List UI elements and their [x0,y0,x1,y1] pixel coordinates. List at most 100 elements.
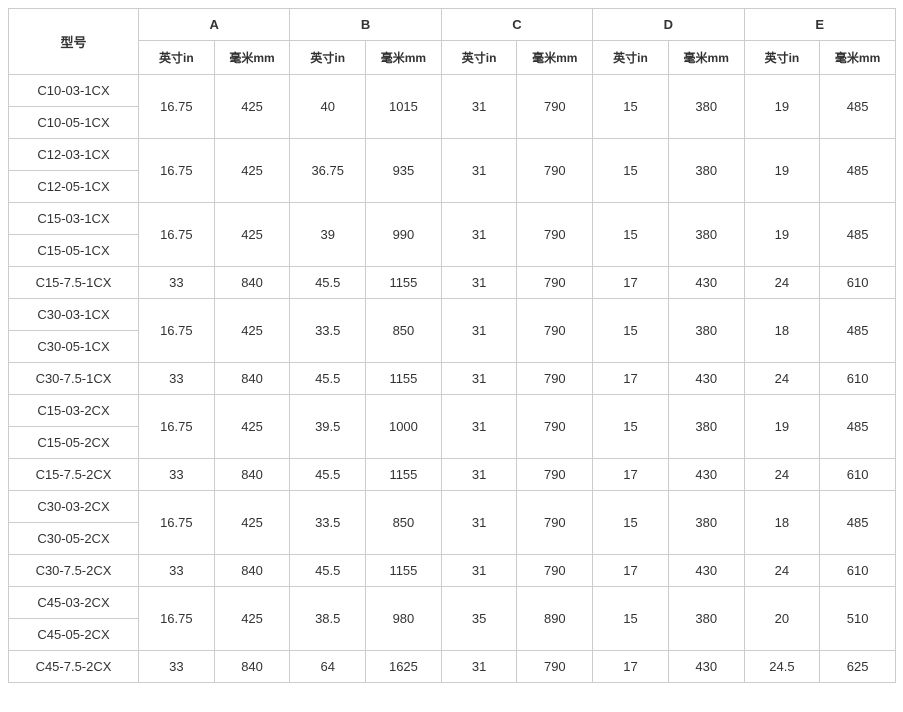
value-cell: 610 [820,267,896,299]
table-row: C15-03-1CX16.7542539990317901538019485 [9,203,896,235]
value-cell: 33 [139,363,215,395]
table-row: C15-03-2CX16.7542539.5100031790153801948… [9,395,896,427]
value-cell: 19 [744,395,820,459]
value-cell: 425 [214,299,290,363]
model-cell: C30-05-2CX [9,523,139,555]
value-cell: 17 [593,459,669,491]
value-cell: 31 [441,75,517,139]
header-group-b: B [290,9,441,41]
value-cell: 45.5 [290,555,366,587]
value-cell: 610 [820,459,896,491]
value-cell: 24.5 [744,651,820,683]
value-cell: 1155 [366,459,442,491]
table-row: C30-7.5-2CX3384045.51155317901743024610 [9,555,896,587]
value-cell: 16.75 [139,139,215,203]
table-row: C30-03-2CX16.7542533.5850317901538018485 [9,491,896,523]
model-cell: C30-03-1CX [9,299,139,331]
value-cell: 485 [820,75,896,139]
value-cell: 17 [593,651,669,683]
value-cell: 15 [593,299,669,363]
value-cell: 380 [668,75,744,139]
value-cell: 1000 [366,395,442,459]
value-cell: 380 [668,139,744,203]
model-cell: C12-03-1CX [9,139,139,171]
header-e-mm: 毫米mm [820,41,896,75]
value-cell: 790 [517,363,593,395]
value-cell: 485 [820,491,896,555]
header-d-in: 英寸in [593,41,669,75]
value-cell: 15 [593,203,669,267]
model-cell: C15-05-1CX [9,235,139,267]
value-cell: 31 [441,555,517,587]
value-cell: 425 [214,203,290,267]
value-cell: 15 [593,139,669,203]
value-cell: 430 [668,459,744,491]
value-cell: 15 [593,587,669,651]
value-cell: 935 [366,139,442,203]
value-cell: 1625 [366,651,442,683]
value-cell: 1155 [366,363,442,395]
value-cell: 1155 [366,267,442,299]
value-cell: 425 [214,75,290,139]
value-cell: 990 [366,203,442,267]
value-cell: 980 [366,587,442,651]
value-cell: 790 [517,651,593,683]
header-e-in: 英寸in [744,41,820,75]
table-row: C15-7.5-1CX3384045.51155317901743024610 [9,267,896,299]
value-cell: 425 [214,139,290,203]
value-cell: 16.75 [139,203,215,267]
model-cell: C45-7.5-2CX [9,651,139,683]
value-cell: 840 [214,555,290,587]
model-cell: C15-03-1CX [9,203,139,235]
value-cell: 1155 [366,555,442,587]
value-cell: 610 [820,363,896,395]
value-cell: 840 [214,363,290,395]
header-c-mm: 毫米mm [517,41,593,75]
value-cell: 380 [668,395,744,459]
value-cell: 33.5 [290,491,366,555]
value-cell: 40 [290,75,366,139]
value-cell: 380 [668,587,744,651]
value-cell: 45.5 [290,459,366,491]
model-cell: C12-05-1CX [9,171,139,203]
model-cell: C15-7.5-2CX [9,459,139,491]
model-cell: C45-05-2CX [9,619,139,651]
table-row: C30-03-1CX16.7542533.5850317901538018485 [9,299,896,331]
value-cell: 33 [139,555,215,587]
value-cell: 790 [517,203,593,267]
table-row: C30-7.5-1CX3384045.51155317901743024610 [9,363,896,395]
value-cell: 850 [366,299,442,363]
value-cell: 39.5 [290,395,366,459]
model-cell: C30-05-1CX [9,331,139,363]
value-cell: 45.5 [290,267,366,299]
value-cell: 790 [517,299,593,363]
value-cell: 18 [744,299,820,363]
value-cell: 485 [820,203,896,267]
value-cell: 24 [744,459,820,491]
value-cell: 24 [744,555,820,587]
model-cell: C10-05-1CX [9,107,139,139]
table-row: C10-03-1CX16.75425401015317901538019485 [9,75,896,107]
value-cell: 17 [593,555,669,587]
value-cell: 790 [517,267,593,299]
value-cell: 35 [441,587,517,651]
value-cell: 790 [517,459,593,491]
value-cell: 840 [214,651,290,683]
header-a-in: 英寸in [139,41,215,75]
header-b-mm: 毫米mm [366,41,442,75]
value-cell: 610 [820,555,896,587]
value-cell: 790 [517,555,593,587]
header-group-a: A [139,9,290,41]
value-cell: 38.5 [290,587,366,651]
value-cell: 485 [820,299,896,363]
value-cell: 485 [820,139,896,203]
value-cell: 425 [214,491,290,555]
value-cell: 790 [517,491,593,555]
value-cell: 15 [593,491,669,555]
value-cell: 19 [744,139,820,203]
value-cell: 31 [441,491,517,555]
header-group-d: D [593,9,744,41]
header-a-mm: 毫米mm [214,41,290,75]
value-cell: 19 [744,203,820,267]
value-cell: 33.5 [290,299,366,363]
